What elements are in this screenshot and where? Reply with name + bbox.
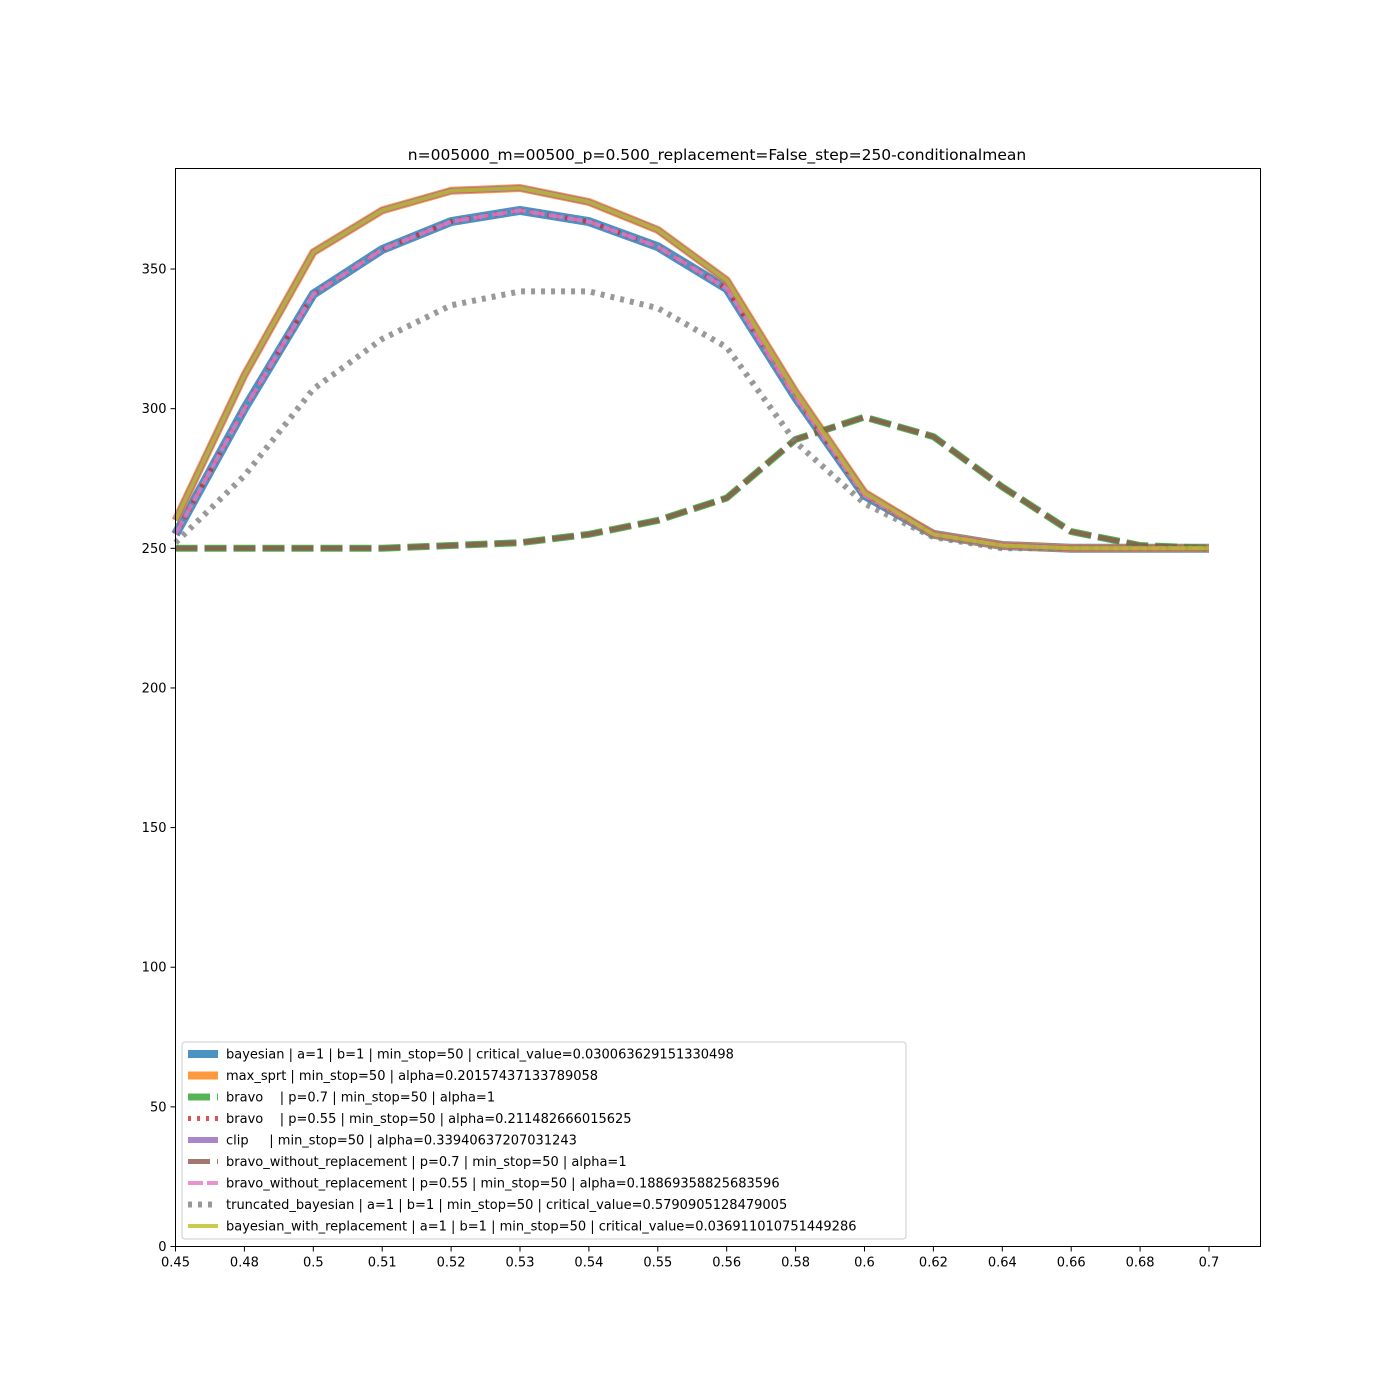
- x-tick-label: 0.51: [368, 1256, 397, 1271]
- legend-label: clip | min_stop=50 | alpha=0.33940637207…: [226, 1134, 577, 1149]
- plot-frame: [175, 168, 1261, 1247]
- legend-label: bravo | p=0.7 | min_stop=50 | alpha=1: [226, 1091, 495, 1106]
- x-tick-label: 0.6: [854, 1256, 875, 1271]
- legend-box: [181, 1041, 907, 1240]
- series-layer: [171, 184, 1210, 553]
- y-tick-label: 250: [142, 542, 167, 557]
- y-tick-label: 150: [142, 821, 167, 836]
- x-tick-label: 0.56: [712, 1256, 741, 1271]
- series-line-3: [175, 413, 1210, 552]
- y-tick-label: 200: [142, 681, 167, 696]
- x-tick-label: 0.45: [161, 1256, 190, 1271]
- x-axis: 0.45 0.48 0.5 0.51 0.52 0.53 0.54 0.55 0.56 0.58 0…: [161, 1246, 1220, 1271]
- x-tick-label: 0.54: [574, 1256, 603, 1271]
- x-tick-label: 0.62: [919, 1256, 948, 1271]
- x-tick-label: 0.48: [230, 1256, 259, 1271]
- y-tick-label: 100: [142, 961, 167, 976]
- x-tick-label: 0.5: [303, 1256, 324, 1271]
- series-line-8: [173, 288, 1209, 552]
- legend-label: bayesian | a=1 | b=1 | min_stop=50 | cri…: [226, 1048, 734, 1063]
- legend-label: bravo_without_replacement | p=0.55 | min…: [226, 1177, 780, 1192]
- chart-title: n=005000_m=00500_p=0.500_replacement=Fal…: [408, 146, 1026, 165]
- series-line-1: [171, 205, 1209, 553]
- x-tick-label: 0.52: [437, 1256, 466, 1271]
- x-tick-label: 0.53: [506, 1256, 535, 1271]
- legend-label: bayesian_with_replacement | a=1 | b=1 | …: [226, 1220, 856, 1235]
- x-tick-label: 0.68: [1126, 1256, 1155, 1271]
- y-tick-label: 0: [158, 1240, 166, 1255]
- x-tick-label: 0.7: [1199, 1256, 1220, 1271]
- legend: bayesian | a=1 | b=1 | min_stop=50 | cri…: [181, 1041, 907, 1240]
- series-line-7: [173, 208, 1209, 551]
- y-tick-label: 300: [142, 402, 167, 417]
- legend-label: bravo | p=0.55 | min_stop=50 | alpha=0.2…: [226, 1112, 632, 1127]
- y-tick-label: 50: [150, 1100, 167, 1115]
- y-axis: 0 50 100 150 200 250 300 350: [142, 263, 176, 1255]
- x-tick-label: 0.64: [988, 1256, 1017, 1271]
- x-tick-label: 0.55: [643, 1256, 672, 1271]
- x-tick-label: 0.66: [1057, 1256, 1086, 1271]
- legend-label: truncated_bayesian | a=1 | b=1 | min_sto…: [226, 1198, 787, 1213]
- x-tick-label: 0.58: [781, 1256, 810, 1271]
- legend-label: bravo_without_replacement | p=0.7 | min_…: [226, 1155, 627, 1170]
- series-line-6: [175, 414, 1210, 551]
- y-tick-label: 350: [142, 263, 167, 278]
- legend-label: max_sprt | min_stop=50 | alpha=0.2015743…: [226, 1069, 598, 1084]
- series-line-4: [173, 207, 1209, 551]
- series-line-9: [173, 186, 1209, 551]
